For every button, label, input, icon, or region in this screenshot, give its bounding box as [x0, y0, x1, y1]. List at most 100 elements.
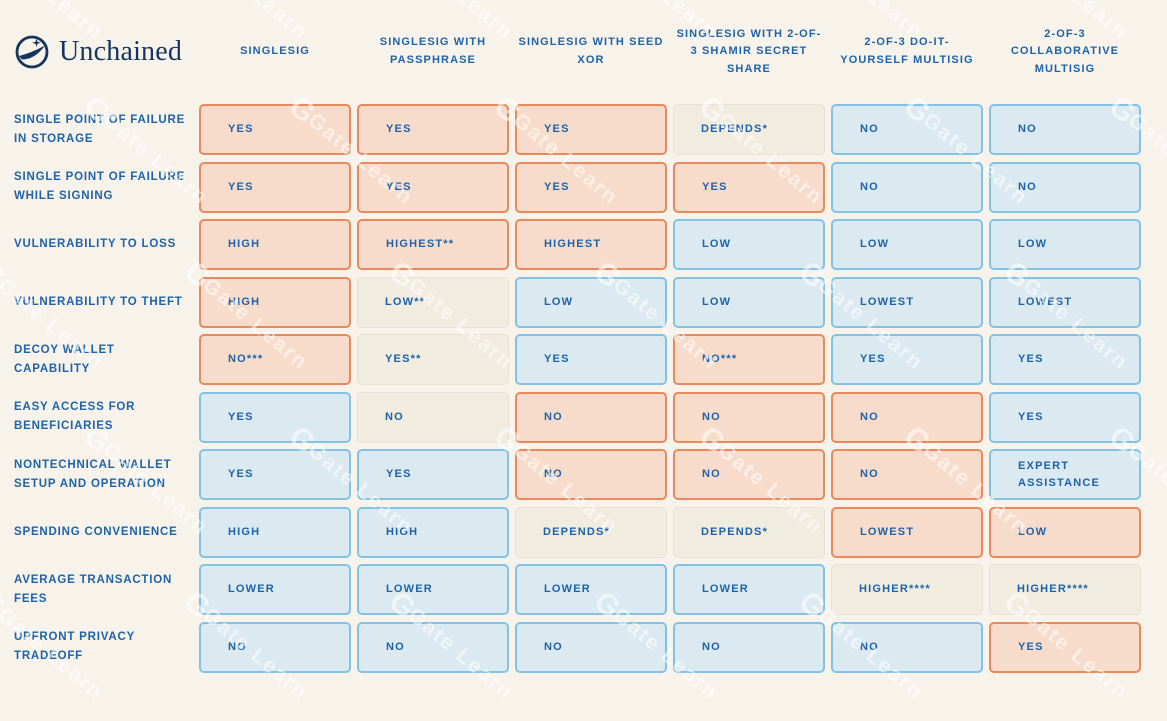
- table-cell: NO: [989, 104, 1141, 155]
- cell-value: NO: [228, 640, 247, 653]
- cell-value: YES: [228, 410, 254, 423]
- column-header-5: 2-OF-3 DO-IT-YOURSELF MULTISIG: [840, 36, 974, 66]
- cell-value: YES: [544, 123, 570, 136]
- table-cell: YES: [357, 161, 509, 213]
- cell-value: NO: [544, 640, 563, 653]
- cell-value: LOW: [544, 295, 574, 308]
- table-cell: YES: [199, 161, 351, 213]
- cell-value: NO: [860, 123, 879, 136]
- table-cell: YES: [515, 104, 667, 155]
- table-cell: NO: [515, 621, 667, 673]
- table-cell: HIGH: [357, 506, 509, 558]
- table-cell: YES: [831, 334, 983, 385]
- row-label: UPFRONT PRIVACY TRADEOFF: [14, 631, 135, 662]
- cell-value: YES: [544, 180, 570, 193]
- row-label: AVERAGE TRANSACTION FEES: [14, 573, 173, 605]
- cell-value: YES: [228, 123, 254, 136]
- table-cell: HIGHER****: [831, 564, 983, 615]
- cell-value: LOWEST: [860, 295, 915, 308]
- row-label: VULNERABILITY TO THEFT: [14, 295, 183, 308]
- cell-value: YES: [228, 180, 254, 193]
- table-cell: NO***: [673, 334, 825, 385]
- table-cell: HIGHEST**: [357, 219, 509, 270]
- table-cell: LOWER: [357, 564, 509, 615]
- table-cell: NO: [357, 621, 509, 673]
- table-cell: YES: [515, 334, 667, 385]
- table-cell: YES: [989, 391, 1141, 443]
- cell-value: YES**: [385, 353, 422, 366]
- cell-value: YES: [228, 468, 254, 481]
- cell-value: NO: [1018, 123, 1037, 136]
- cell-value: DEPENDS*: [543, 525, 611, 538]
- table-cell: LOWEST: [831, 506, 983, 558]
- table-cell: NO***: [199, 334, 351, 385]
- cell-value: LOW: [1018, 238, 1048, 251]
- cell-value: DEPENDS*: [701, 525, 769, 538]
- table-cell: LOW: [831, 219, 983, 270]
- unchained-logo: Unchained: [14, 34, 193, 70]
- table-cell: LOW: [673, 219, 825, 270]
- row-label: SINGLE POINT OF FAILURE WHILE SIGNING: [14, 171, 186, 202]
- cell-value: YES: [1018, 640, 1044, 653]
- table-cell: YES: [199, 449, 351, 500]
- row-label: VULNERABILITY TO LOSS: [14, 238, 177, 251]
- unchained-logo-icon: [15, 35, 49, 69]
- cell-value: HIGH: [228, 525, 261, 538]
- cell-value: NO: [702, 410, 721, 423]
- table-cell: NO: [515, 449, 667, 500]
- table-cell: HIGHER****: [989, 564, 1141, 615]
- cell-value: YES: [702, 180, 728, 193]
- cell-value: HIGH: [386, 525, 419, 538]
- cell-value: HIGH: [228, 295, 261, 308]
- cell-value: LOW**: [385, 295, 426, 308]
- column-header-1: SINGLESIG: [240, 45, 310, 58]
- cell-value: EXPERT ASSISTANCE: [1018, 460, 1101, 489]
- cell-value: HIGHEST: [544, 238, 602, 251]
- cell-value: DEPENDS*: [701, 123, 769, 136]
- column-header-2: SINGLESIG WITH PASSPHRASE: [379, 36, 487, 66]
- cell-value: HIGHER****: [1017, 583, 1089, 596]
- cell-value: LOWER: [386, 583, 433, 596]
- comparison-table: SINGLE POINT OF FAILURE IN STORAGE YES Y…: [0, 104, 1167, 673]
- column-header-4: SINGLESIG WITH 2-OF-3 SHAMIR SECRET SHAR…: [676, 27, 822, 75]
- table-cell: YES: [515, 161, 667, 213]
- table-cell: LOW: [989, 219, 1141, 270]
- table-cell: YES: [199, 104, 351, 155]
- table-cell: LOWER: [673, 564, 825, 615]
- cell-value: NO: [860, 180, 879, 193]
- cell-value: NO: [860, 640, 879, 653]
- table-cell: LOW: [515, 276, 667, 328]
- table-cell: YES**: [357, 334, 509, 385]
- column-header-3: SINGLESIG WITH SEED XOR: [518, 36, 664, 66]
- cell-value: YES: [1018, 353, 1044, 366]
- row-label: DECOY WALLET CAPABILITY: [14, 343, 115, 375]
- cell-value: NO: [385, 410, 404, 423]
- table-cell: NO: [831, 391, 983, 443]
- cell-value: LOWER: [702, 583, 749, 596]
- cell-value: LOWER: [228, 583, 275, 596]
- column-header-6: 2-OF-3 COLLABORATIVE MULTISIG: [1010, 27, 1120, 75]
- table-cell: YES: [989, 621, 1141, 673]
- table-cell: NO: [199, 621, 351, 673]
- row-label: SINGLE POINT OF FAILURE IN STORAGE: [14, 113, 186, 145]
- table-cell: DEPENDS*: [673, 506, 825, 558]
- cell-value: NO: [702, 468, 721, 481]
- cell-value: LOWER: [544, 583, 591, 596]
- table-cell: YES: [199, 391, 351, 443]
- table-cell: LOW**: [357, 276, 509, 328]
- cell-value: NO: [386, 640, 405, 653]
- cell-value: NO: [544, 410, 563, 423]
- table-cell: LOWEST: [831, 276, 983, 328]
- table-cell: LOW: [673, 276, 825, 328]
- table-header: Unchained SINGLESIG SINGLESIG WITH PASSP…: [0, 0, 1167, 104]
- table-cell: HIGH: [199, 219, 351, 270]
- table-cell: YES: [989, 334, 1141, 385]
- table-cell: NO: [515, 391, 667, 443]
- table-cell: NO: [673, 621, 825, 673]
- table-cell: YES: [357, 104, 509, 155]
- table-cell: NO: [831, 161, 983, 213]
- row-label: EASY ACCESS FOR BENEFICIARIES: [14, 401, 136, 432]
- table-cell: NO: [989, 161, 1141, 213]
- cell-value: YES: [860, 353, 886, 366]
